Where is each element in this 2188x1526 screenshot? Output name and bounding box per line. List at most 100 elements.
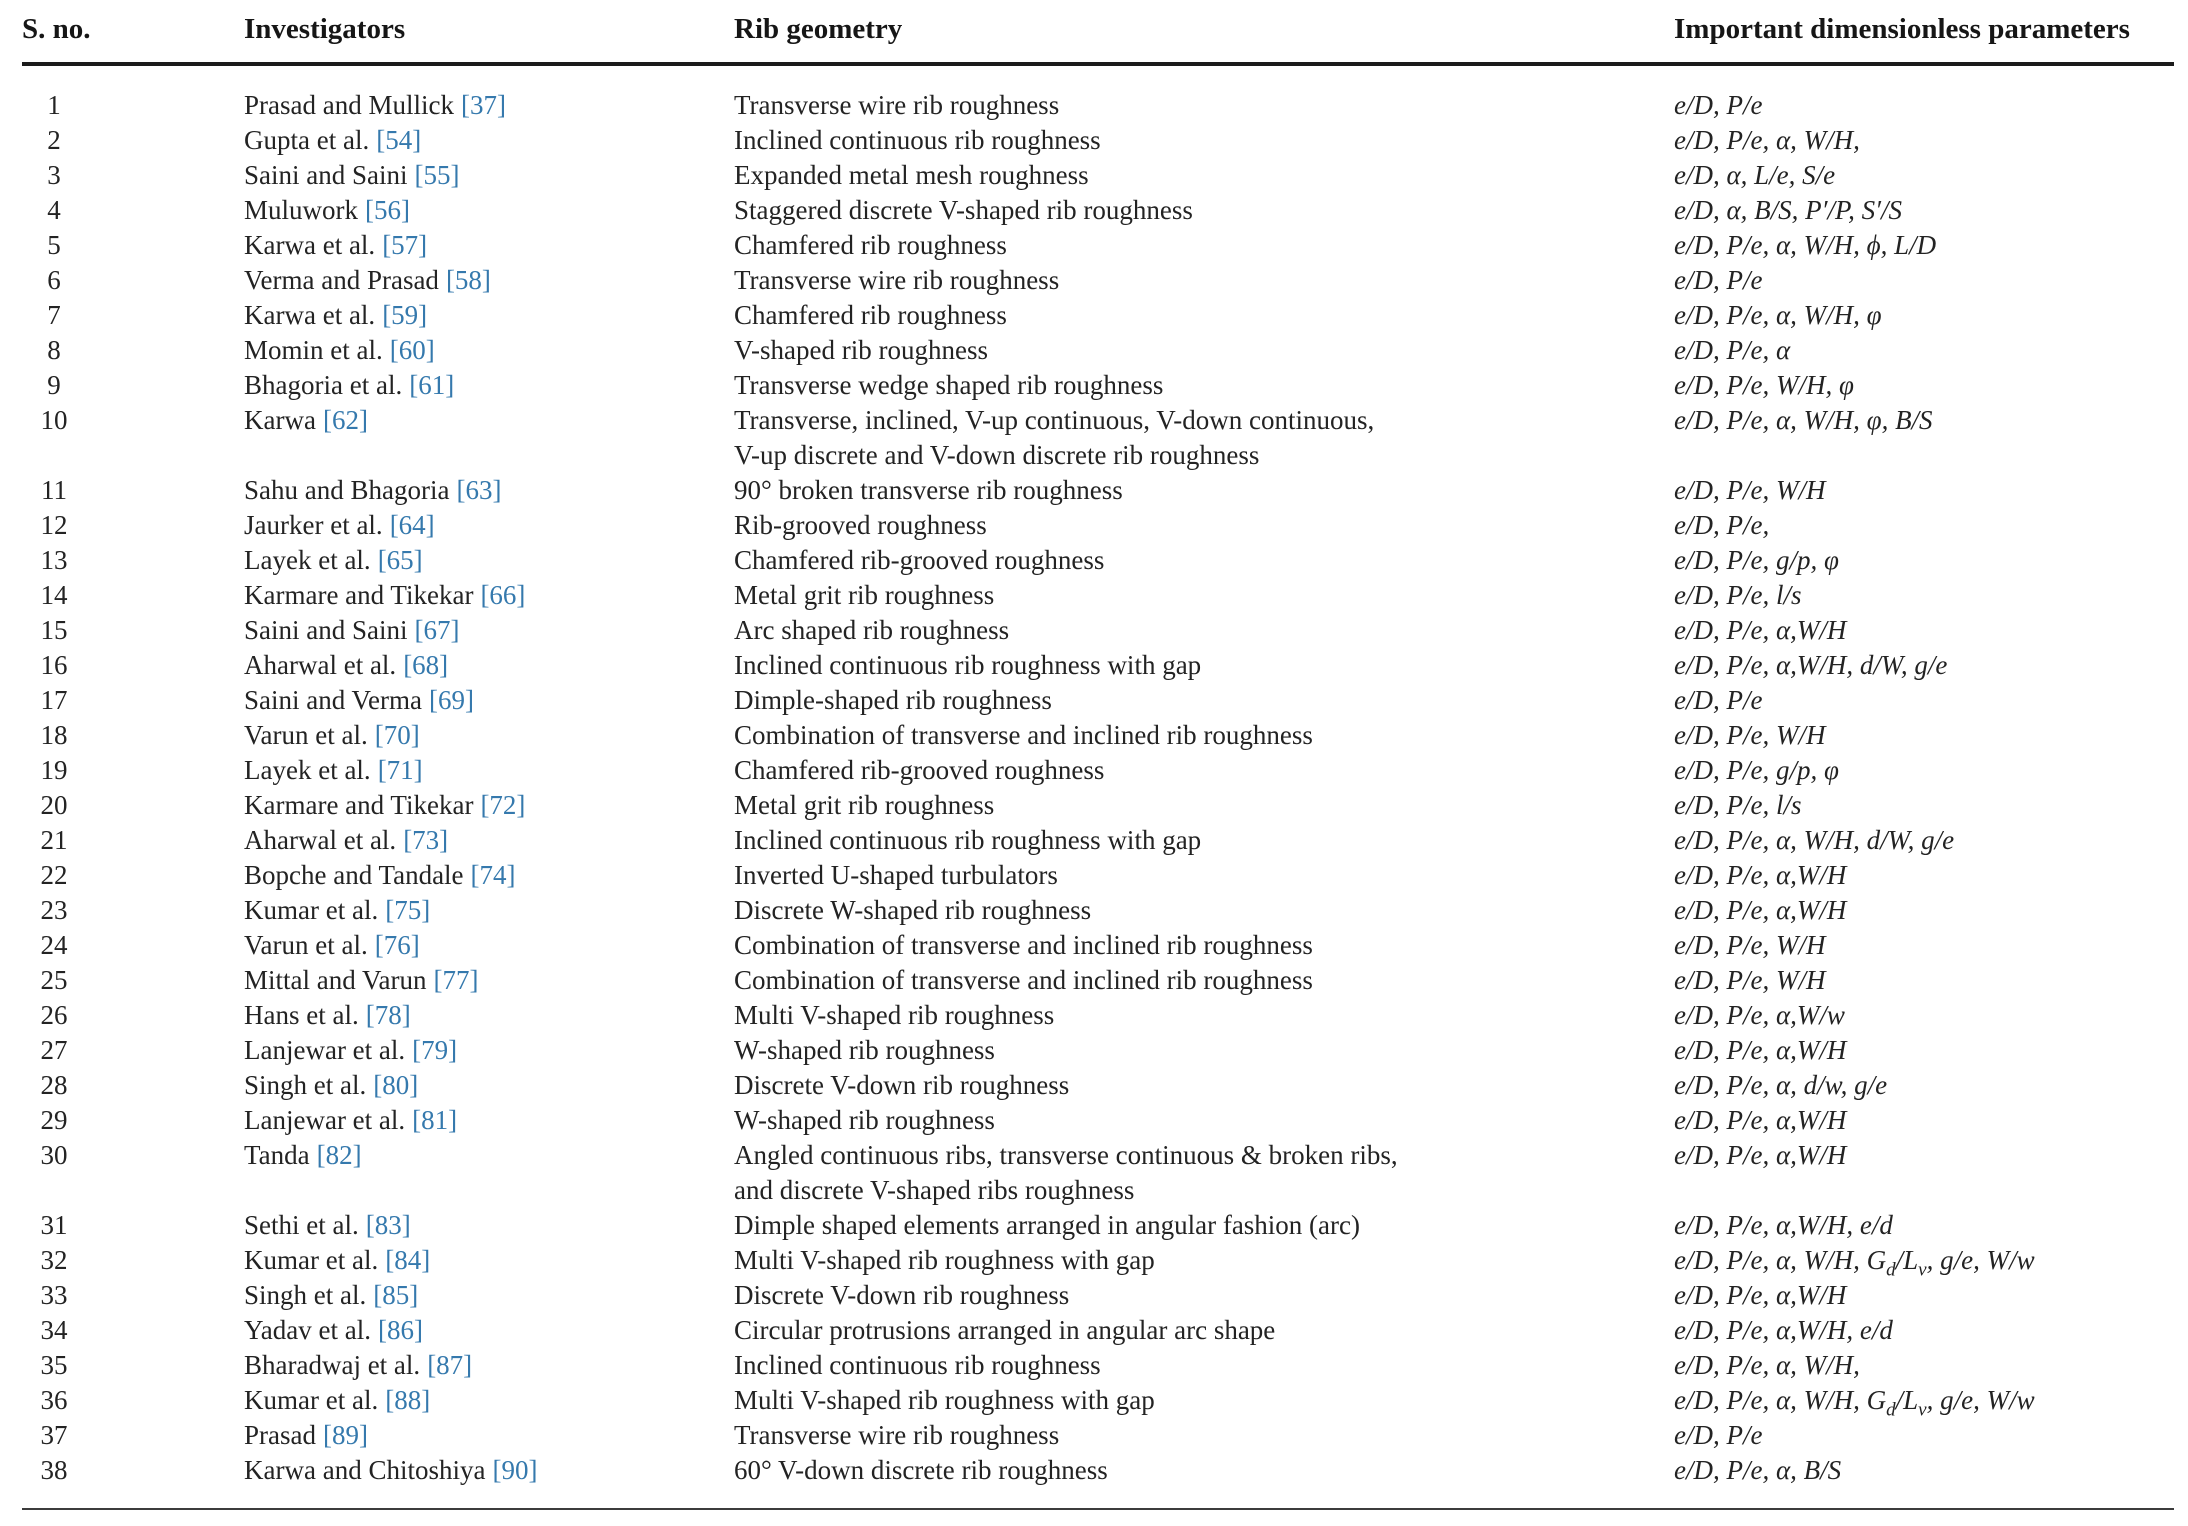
reference-link[interactable]: [81] — [412, 1105, 458, 1135]
table-row: 11 Sahu and Bhagoria [63] 90° broken tran… — [22, 473, 2174, 508]
row-parameters: e/D, P/e, α, d/w, g/e — [1674, 1070, 1888, 1100]
row-investigators: Karwa [62] — [244, 403, 734, 473]
reference-link[interactable]: [82] — [316, 1140, 362, 1170]
reference-link[interactable]: [86] — [377, 1315, 423, 1345]
reference-link[interactable]: [56] — [365, 195, 410, 225]
row-rib-geometry: Multi V-shaped rib roughness — [734, 1000, 1055, 1030]
reference-link[interactable]: [88] — [385, 1385, 431, 1415]
reference-link[interactable]: [84] — [385, 1245, 431, 1275]
row-parameters: e/D, P/e, — [1674, 510, 1770, 540]
row-serial-number: 28 — [40, 1070, 68, 1100]
reference-link[interactable]: [80] — [373, 1070, 419, 1100]
reference-link[interactable]: [85] — [373, 1280, 419, 1310]
row-investigators: Gupta et al. [54] — [244, 123, 734, 158]
reference-link[interactable]: [59] — [382, 300, 428, 330]
reference-link[interactable]: [66] — [480, 580, 526, 610]
table-row: 26 Hans et al. [78] Multi V-shaped rib ro… — [22, 998, 2174, 1033]
row-investigators: Prasad [89] — [244, 1418, 734, 1453]
row-investigators: Verma and Prasad [58] — [244, 263, 734, 298]
reference-link[interactable]: [77] — [433, 965, 479, 995]
investigator-name: Hans et al. — [244, 1000, 359, 1030]
row-rib-geometry: Multi V-shaped rib roughness with gap — [734, 1245, 1155, 1275]
investigator-name: Karwa and Chitoshiya — [244, 1455, 486, 1485]
reference-link[interactable]: [63] — [456, 475, 502, 505]
investigator-name: Bopche and Tandale — [244, 860, 464, 890]
reference-link[interactable]: [71] — [377, 755, 423, 785]
reference-link[interactable]: [60] — [389, 335, 435, 365]
row-parameters: e/D, P/e, α,W/H — [1674, 1140, 1847, 1170]
row-investigators: Karwa and Chitoshiya [90] — [244, 1453, 734, 1488]
reference-link[interactable]: [73] — [403, 825, 449, 855]
reference-link[interactable]: [83] — [365, 1210, 411, 1240]
row-serial-number: 29 — [40, 1105, 68, 1135]
row-serial-number: 2 — [47, 125, 61, 155]
reference-link[interactable]: [65] — [377, 545, 423, 575]
reference-link[interactable]: [87] — [427, 1350, 473, 1380]
row-rib-geometry: Inclined continuous rib roughness with g… — [734, 825, 1202, 855]
investigator-name: Layek et al. — [244, 755, 371, 785]
reference-link[interactable]: [75] — [385, 895, 431, 925]
row-rib-geometry: Multi V-shaped rib roughness with gap — [734, 1385, 1155, 1415]
investigator-name: Yadav et al. — [244, 1315, 371, 1345]
row-serial-number: 27 — [40, 1035, 68, 1065]
row-rib-geometry: Combination of transverse and inclined r… — [734, 965, 1313, 995]
row-rib-geometry: Discrete W-shaped rib roughness — [734, 895, 1092, 925]
investigator-name: Muluwork — [244, 195, 358, 225]
row-rib-geometry: Chamfered rib roughness — [734, 230, 1007, 260]
row-serial-number: 24 — [40, 930, 68, 960]
reference-link[interactable]: [70] — [374, 720, 420, 750]
reference-link[interactable]: [79] — [412, 1035, 458, 1065]
reference-link[interactable]: [67] — [414, 615, 460, 645]
investigator-name: Lanjewar et al. — [244, 1035, 406, 1065]
reference-link[interactable]: [62] — [322, 405, 368, 435]
table-row: 25 Mittal and Varun [77] Combination of t… — [22, 963, 2174, 998]
reference-link[interactable]: [72] — [480, 790, 526, 820]
reference-link[interactable]: [89] — [322, 1420, 368, 1450]
table-row: 10 Karwa [62] Transverse, inclined, V-up … — [22, 403, 2174, 473]
table-row: 36 Kumar et al. [88] Multi V-shaped rib r… — [22, 1383, 2174, 1419]
reference-link[interactable]: [90] — [492, 1455, 538, 1485]
reference-link[interactable]: [64] — [389, 510, 435, 540]
row-serial-number: 20 — [40, 790, 68, 820]
reference-link[interactable]: [61] — [409, 370, 455, 400]
table-row: 20 Karmare and Tikekar [72] Metal grit ri… — [22, 788, 2174, 823]
row-parameters: e/D, P/e, α,W/H — [1674, 1035, 1847, 1065]
reference-link[interactable]: [57] — [382, 230, 428, 260]
row-parameters: e/D, P/e, W/H — [1674, 965, 1826, 995]
row-serial-number: 21 — [40, 825, 68, 855]
table-row: 24 Varun et al. [76] Combination of trans… — [22, 928, 2174, 963]
reference-link[interactable]: [55] — [414, 160, 460, 190]
row-rib-geometry: Combination of transverse and inclined r… — [734, 930, 1313, 960]
column-header-parameters: Important dimensionless parameters — [1674, 13, 2130, 45]
row-investigators: Hans et al. [78] — [244, 998, 734, 1033]
reference-link[interactable]: [74] — [470, 860, 516, 890]
investigator-name: Saini and Saini — [244, 615, 408, 645]
reference-link[interactable]: [58] — [445, 265, 491, 295]
row-rib-geometry: Inclined continuous rib roughness — [734, 125, 1101, 155]
reference-link[interactable]: [69] — [428, 685, 474, 715]
row-parameters: e/D, P/e, α,W/H — [1674, 895, 1847, 925]
reference-link[interactable]: [54] — [376, 125, 422, 155]
row-investigators: Bopche and Tandale [74] — [244, 858, 734, 893]
row-serial-number: 12 — [40, 510, 68, 540]
reference-link[interactable]: [76] — [374, 930, 420, 960]
row-serial-number: 19 — [40, 755, 68, 785]
reference-link[interactable]: [37] — [460, 90, 506, 120]
table-row: 35 Bharadwaj et al. [87] Inclined continu… — [22, 1348, 2174, 1383]
row-investigators: Aharwal et al. [73] — [244, 823, 734, 858]
table-row: 29 Lanjewar et al. [81] W-shaped rib roug… — [22, 1103, 2174, 1138]
column-header-serial-number: S. no. — [22, 13, 91, 45]
row-parameters: e/D, P/e, W/H — [1674, 930, 1826, 960]
row-serial-number: 10 — [40, 405, 68, 435]
investigator-name: Lanjewar et al. — [244, 1105, 406, 1135]
reference-link[interactable]: [78] — [365, 1000, 411, 1030]
investigator-name: Bhagoria et al. — [244, 370, 403, 400]
row-investigators: Varun et al. [70] — [244, 718, 734, 753]
row-rib-geometry: 60° V-down discrete rib roughness — [734, 1455, 1108, 1485]
column-header-investigators: Investigators — [244, 13, 406, 45]
investigator-name: Singh et al. — [244, 1280, 367, 1310]
table-row: 6 Verma and Prasad [58] Transverse wire r… — [22, 263, 2174, 298]
row-serial-number: 16 — [40, 650, 68, 680]
reference-link[interactable]: [68] — [403, 650, 449, 680]
